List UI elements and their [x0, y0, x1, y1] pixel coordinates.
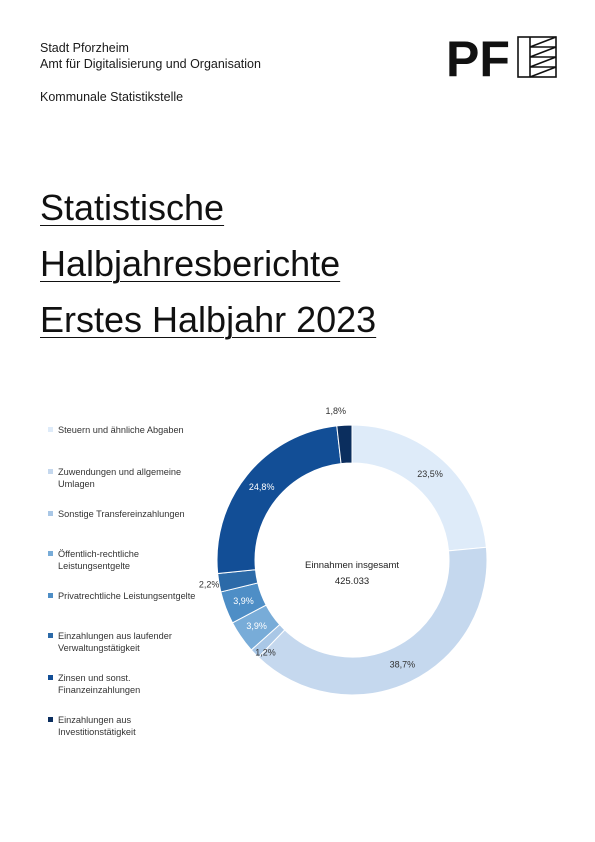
- legend-swatch: [48, 593, 53, 598]
- org-department: Amt für Digitalisierung und Organisation: [40, 57, 261, 71]
- legend-swatch: [48, 511, 53, 516]
- legend-swatch: [48, 551, 53, 556]
- legend-item: Zuwendungen und allgemeine Umlagen: [48, 466, 203, 490]
- statistics-office: Kommunale Statistikstelle: [40, 90, 184, 104]
- legend-item: Öffentlich-rechtliche Leistungsentgelte: [48, 548, 203, 572]
- title-line-2: Halbjahresberichte: [40, 243, 341, 284]
- legend-item: Privatrechtliche Leistungsentgelte: [48, 590, 203, 602]
- slice-label: 1,2%: [255, 648, 276, 658]
- org-name: Stadt Pforzheim: [40, 41, 129, 55]
- legend-label: Einzahlungen aus laufender Verwaltungstä…: [58, 631, 172, 653]
- legend-label: Zuwendungen und allgemeine Umlagen: [58, 467, 182, 489]
- slice-label: 38,7%: [390, 659, 416, 669]
- donut-slice: [250, 623, 286, 658]
- organization-block: Stadt Pforzheim Amt für Digitalisierung …: [40, 40, 261, 72]
- slice-label: 24,8%: [249, 482, 275, 492]
- legend-item: Einzahlungen aus Investitionstätigkeit: [48, 714, 203, 738]
- legend-swatch: [48, 675, 53, 680]
- slice-label: 2,2%: [199, 579, 220, 589]
- slice-label: 1,8%: [326, 406, 347, 416]
- legend-swatch: [48, 717, 53, 722]
- legend-item: Einzahlungen aus laufender Verwaltungstä…: [48, 630, 203, 654]
- legend-item: Sonstige Transfereinzahlungen: [48, 508, 203, 520]
- legend-label: Öffentlich-rechtliche Leistungsentgelte: [58, 549, 140, 571]
- center-label: Einnahmen insgesamt: [305, 560, 399, 571]
- title-line-3: Erstes Halbjahr 2023: [40, 299, 377, 340]
- donut-slice: [231, 604, 281, 651]
- legend-label: Einzahlungen aus Investitionstätigkeit: [58, 715, 136, 737]
- slice-label: 3,9%: [246, 621, 267, 631]
- svg-text:PF: PF: [446, 35, 510, 79]
- legend-swatch: [48, 633, 53, 638]
- title-line-1: Statistische: [40, 187, 225, 228]
- donut-slice: [336, 424, 353, 465]
- legend-item: Steuern und ähnliche Abgaben: [48, 424, 203, 436]
- slice-label: 23,5%: [417, 469, 443, 479]
- legend-item: Zinsen und sonst. Finanzeinzahlungen: [48, 672, 203, 696]
- legend-label: Privatrechtliche Leistungsentgelte: [58, 591, 196, 601]
- donut-slice: [257, 546, 488, 696]
- slice-label: 3,9%: [233, 596, 254, 606]
- center-value: 425.033: [335, 576, 369, 587]
- donut-slice: [217, 569, 259, 593]
- donut-slice: [351, 424, 487, 552]
- legend-label: Sonstige Transfereinzahlungen: [58, 509, 185, 519]
- legend-label: Steuern und ähnliche Abgaben: [58, 425, 184, 435]
- legend-swatch: [48, 427, 53, 432]
- donut-slice: [216, 425, 342, 575]
- legend-swatch: [48, 469, 53, 474]
- legend-label: Zinsen und sonst. Finanzeinzahlungen: [58, 673, 141, 695]
- donut-slice: [220, 582, 267, 624]
- report-title: Statistische Halbjahresberichte Erstes H…: [40, 180, 376, 348]
- pforzheim-logo: PF: [446, 35, 557, 79]
